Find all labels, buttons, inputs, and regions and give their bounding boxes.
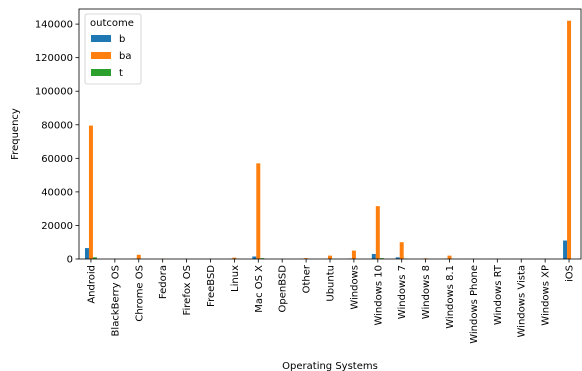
y-tick-label: 40000 xyxy=(41,187,73,198)
y-tick-label: 60000 xyxy=(41,154,73,165)
bar-ba-mac-os-x xyxy=(256,163,261,259)
bar-ba-ios xyxy=(567,20,572,259)
plot-frame xyxy=(78,8,582,260)
y-axis: 0 20000 40000 60000 80000 100000 120000 140000 xyxy=(35,20,79,266)
y-tick-label: 120000 xyxy=(35,53,73,64)
legend-label-t: t xyxy=(119,68,123,79)
bar-b-ios xyxy=(563,240,568,259)
x-tick-label: Android xyxy=(86,265,97,304)
bar-ba-windows xyxy=(351,250,356,259)
legend-label-b: b xyxy=(119,34,125,45)
x-tick-label: Mac OS X xyxy=(254,265,265,313)
y-tick-label: 140000 xyxy=(35,20,73,31)
x-tick-label: Windows 8 xyxy=(421,265,432,319)
x-tick-label: Other xyxy=(302,264,313,293)
legend-title: outcome xyxy=(90,18,134,29)
bar-ba-ubuntu xyxy=(328,255,332,259)
x-tick-label: Fedora xyxy=(158,265,169,299)
bar-b-android xyxy=(84,248,89,259)
y-tick-label: 0 xyxy=(67,255,73,266)
x-tick-label: Windows Phone xyxy=(469,265,480,344)
x-tick-label: Windows XP xyxy=(541,265,552,326)
bar-t-windows-10 xyxy=(379,258,384,259)
x-tick-label: Ubuntu xyxy=(326,265,337,302)
bar-ba-android xyxy=(88,125,93,259)
legend-box xyxy=(84,13,142,85)
legend-swatch-ba xyxy=(91,52,111,59)
bar-ba-windows-8-1 xyxy=(447,255,452,259)
x-tick-label: Linux xyxy=(230,265,241,292)
bar-b-windows-10 xyxy=(371,253,376,259)
bar-ba-chrome-os xyxy=(136,254,141,259)
y-tick-label: 20000 xyxy=(41,221,73,232)
y-axis-label: Frequency xyxy=(10,108,21,160)
x-tick-label: FreeBSD xyxy=(206,265,217,307)
y-tick-label: 100000 xyxy=(35,87,73,98)
x-axis: Android BlackBerry OS Chrome OS Fedora Firef… xyxy=(86,259,576,344)
bar-b-windows-7 xyxy=(395,257,400,259)
x-tick-label: BlackBerry OS xyxy=(110,265,121,336)
bar-b-mac-os-x xyxy=(252,256,257,259)
x-axis-label: Operating Systems xyxy=(282,361,378,371)
x-tick-label: Windows 8.1 xyxy=(445,265,456,329)
bar-t-android xyxy=(92,257,97,259)
x-tick-label: Windows 10 xyxy=(373,265,384,326)
legend: outcome b ba t xyxy=(84,13,142,85)
bar-ba-windows-7 xyxy=(399,242,404,259)
x-tick-label: iOS xyxy=(565,265,576,282)
x-tick-label: Chrome OS xyxy=(134,265,145,322)
legend-swatch-b xyxy=(91,35,111,42)
bar-ba-other xyxy=(304,258,309,259)
x-tick-label: Windows RT xyxy=(493,264,504,325)
legend-label-ba: ba xyxy=(119,51,131,62)
x-tick-label: Firefox OS xyxy=(182,265,193,316)
x-tick-label: OpenBSD xyxy=(278,265,289,313)
bars-layer xyxy=(84,20,572,259)
bar-ba-linux xyxy=(232,257,237,259)
x-tick-label: Windows 7 xyxy=(397,265,408,319)
bar-ba-windows-10 xyxy=(375,206,380,259)
legend-swatch-t xyxy=(91,69,111,76)
y-tick-label: 80000 xyxy=(41,120,73,131)
x-tick-label: Windows Vista xyxy=(517,265,528,337)
x-tick-label: Windows xyxy=(349,265,360,310)
bar-t-mac-os-x xyxy=(260,258,265,259)
